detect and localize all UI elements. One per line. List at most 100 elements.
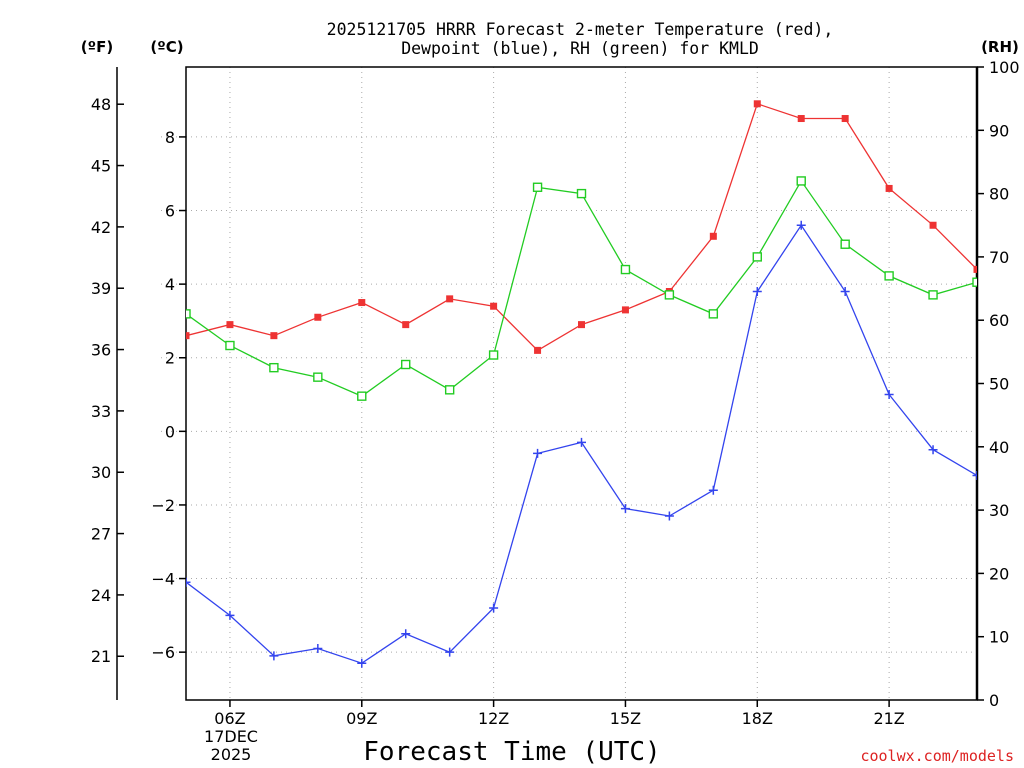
temperature-point <box>753 100 761 108</box>
rh-tick-label: 90 <box>989 121 1009 140</box>
rh-point <box>752 252 762 262</box>
rh-tick-label: 30 <box>989 501 1009 520</box>
temperature-point <box>314 313 322 321</box>
temperature-point <box>490 302 498 310</box>
fahrenheit-tick-label: 45 <box>91 157 111 176</box>
dewpoint-point <box>186 577 191 587</box>
temperature-point <box>226 321 234 329</box>
dewpoint-point <box>357 658 367 668</box>
temperature-point <box>797 115 805 123</box>
dewpoint-point <box>401 629 411 639</box>
dewpoint-point <box>269 651 279 661</box>
date-label-year: 2025 <box>211 745 252 764</box>
rh-point <box>840 239 850 249</box>
celsius-tick-label: −4 <box>151 570 175 589</box>
rh-point <box>401 359 411 370</box>
dewpoint-point <box>972 471 977 481</box>
rh-tick-label: 100 <box>989 58 1020 77</box>
rh-point <box>444 385 455 395</box>
celsius-tick-label: 8 <box>165 128 175 147</box>
dewpoint-point <box>489 603 499 613</box>
fahrenheit-tick-label: 36 <box>91 341 111 360</box>
fahrenheit-tick-label: 27 <box>91 525 111 544</box>
rh-point <box>664 290 675 300</box>
x-tick-label: 12Z <box>478 709 509 728</box>
celsius-tick-label: 6 <box>165 202 175 221</box>
temperature-point <box>270 332 278 340</box>
dewpoint-point <box>313 643 323 653</box>
rh-point <box>186 309 191 319</box>
dewpoint-point <box>533 448 543 458</box>
temperature-point <box>841 115 849 123</box>
temperature-series-line <box>186 102 977 352</box>
rh-tick-label: 60 <box>989 311 1009 330</box>
temperature-point <box>446 295 454 303</box>
rh-point <box>488 350 499 360</box>
fahrenheit-tick-label: 42 <box>91 218 111 237</box>
fahrenheit-tick-label: 21 <box>91 647 111 666</box>
rh-point <box>225 340 235 351</box>
temperature-point <box>929 221 937 229</box>
celsius-unit-label: (ºC) <box>150 38 183 56</box>
x-tick-label: 18Z <box>742 709 773 728</box>
rh-tick-label: 0 <box>989 691 999 710</box>
temperature-point <box>621 306 629 314</box>
grid-lines <box>161 67 977 700</box>
rh-point <box>796 176 806 186</box>
dewpoint-point <box>445 647 455 657</box>
chart-title-line1: 2025121705 HRRR Forecast 2-meter Tempera… <box>327 20 834 39</box>
temperature-point <box>402 321 410 329</box>
rh-point <box>269 362 279 373</box>
series-layer <box>186 100 977 668</box>
rh-tick-label: 40 <box>989 438 1009 457</box>
rh-point <box>972 277 977 287</box>
dewpoint-point <box>577 437 586 447</box>
fahrenheit-tick-label: 48 <box>91 95 111 114</box>
rh-point <box>928 290 938 300</box>
rh-tick-label: 50 <box>989 375 1009 394</box>
rh-point <box>708 309 719 319</box>
dewpoint-point <box>620 504 630 514</box>
dewpoint-point <box>840 286 850 296</box>
x-tick-label: 21Z <box>873 709 904 728</box>
axes <box>116 66 984 707</box>
fahrenheit-tick-label: 39 <box>91 279 111 298</box>
rh-point <box>357 391 367 401</box>
temperature-point <box>358 299 366 307</box>
plot-frame <box>185 66 978 701</box>
rh-tick-label: 20 <box>989 564 1009 583</box>
rh-point <box>620 264 631 275</box>
temperature-point <box>534 346 542 354</box>
fahrenheit-tick-label: 24 <box>91 586 111 605</box>
rh-tick-label: 10 <box>989 628 1009 647</box>
chart-title-line2: Dewpoint (blue), RH (green) for KMLD <box>401 39 759 58</box>
celsius-tick-label: 0 <box>165 422 175 441</box>
x-tick-label: 15Z <box>610 709 641 728</box>
temperature-point <box>578 321 585 329</box>
celsius-tick-label: −2 <box>151 496 175 515</box>
celsius-tick-label: 2 <box>165 349 175 368</box>
dewpoint-point <box>664 511 674 521</box>
rh-tick-label: 70 <box>989 248 1009 267</box>
x-axis-title: Forecast Time (UTC) <box>363 737 660 767</box>
fahrenheit-tick-label: 30 <box>91 463 111 482</box>
dewpoint-point <box>796 220 806 230</box>
celsius-tick-label: 4 <box>165 275 175 294</box>
credit-label: coolwx.com/models <box>860 747 1014 765</box>
temperature-point <box>709 232 717 240</box>
temperature-point <box>973 265 977 273</box>
rh-point <box>532 182 543 192</box>
x-tick-label: 09Z <box>346 709 377 728</box>
celsius-tick-label: −6 <box>151 643 175 662</box>
dewpoint-point <box>884 390 894 400</box>
fahrenheit-unit-label: (ºF) <box>81 38 113 56</box>
rh-point <box>576 188 587 199</box>
temperature-point <box>186 332 190 340</box>
date-label-day: 17DEC <box>204 727 258 746</box>
rh-point <box>313 372 323 382</box>
rh-tick-label: 80 <box>989 185 1009 204</box>
dewpoint-point <box>752 286 762 296</box>
dewpoint-point <box>928 445 938 455</box>
dewpoint-point <box>225 610 235 620</box>
